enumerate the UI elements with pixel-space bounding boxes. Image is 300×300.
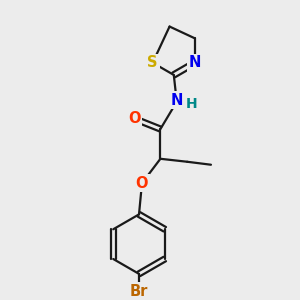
Text: O: O xyxy=(136,176,148,191)
Text: N: N xyxy=(171,93,183,108)
Text: S: S xyxy=(147,55,158,70)
Text: O: O xyxy=(128,111,140,126)
Text: H: H xyxy=(186,97,197,111)
Text: N: N xyxy=(189,55,201,70)
Text: Br: Br xyxy=(130,284,148,298)
